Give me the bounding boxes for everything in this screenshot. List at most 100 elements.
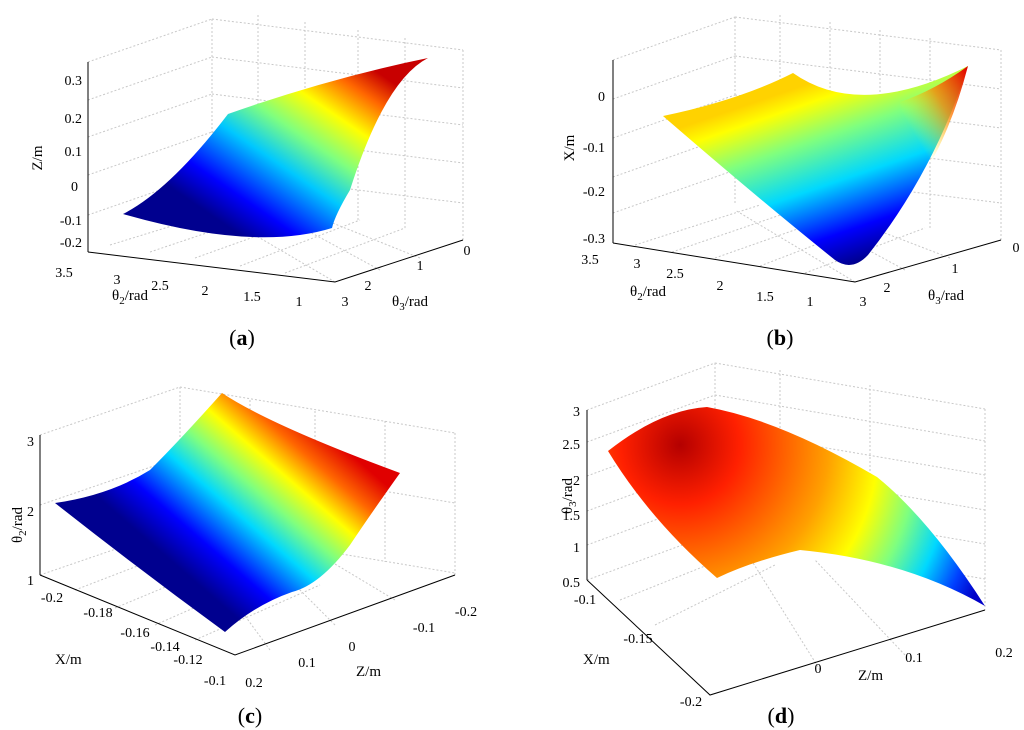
caption-paren: ( — [229, 325, 236, 350]
axis-label-subscript: 3 — [399, 301, 405, 313]
axis-label-symbol: θ — [630, 284, 637, 300]
axis-label-unit: /rad — [643, 284, 667, 300]
caption-letter: c — [245, 703, 255, 728]
panel-c-z-label: θ2/rad — [10, 507, 29, 544]
tick-label: 3 — [27, 435, 34, 450]
panel-b-y-ticks: 3 2 1 0 — [860, 241, 1020, 310]
axis-label-unit: /rad — [125, 288, 149, 304]
tick-label: 2.5 — [151, 279, 169, 294]
panel-a-z-ticks: 0.3 0.2 0.1 0 -0.1 -0.2 — [60, 74, 82, 251]
panel-c-caption: (c) — [238, 703, 262, 728]
panel-d-z-label: θ3/rad — [560, 478, 579, 515]
panel-a-axes — [87, 62, 464, 283]
tick-label: 0 — [1013, 241, 1020, 256]
tick-label: 0.3 — [65, 74, 83, 89]
axis-label-symbol: θ — [560, 507, 576, 514]
axis-label-unit: /rad — [10, 507, 26, 531]
axis-label-symbol: θ — [10, 536, 26, 543]
panel-b-caption: (b) — [767, 325, 794, 350]
tick-label: -0.2 — [583, 185, 605, 200]
tick-label: 1 — [952, 262, 959, 277]
tick-label: 0.2 — [995, 646, 1013, 661]
axis-label-subscript: 2 — [119, 295, 125, 307]
axis-label-unit: /rad — [941, 288, 965, 304]
tick-label: 3 — [573, 405, 580, 420]
caption-letter: b — [774, 325, 786, 350]
tick-label: 2 — [27, 505, 34, 520]
tick-label: 2 — [365, 279, 372, 294]
tick-label: 0 — [598, 90, 605, 105]
tick-label: -0.3 — [583, 232, 605, 247]
panel-a-y-ticks: 3 2 1 0 — [342, 244, 471, 310]
axis-label-symbol: θ — [112, 288, 119, 304]
panel-a-caption: (a) — [229, 325, 255, 350]
tick-label: -0.2 — [680, 695, 702, 710]
tick-label: 0.2 — [65, 112, 83, 127]
tick-label: 0 — [71, 180, 78, 195]
axis-label-subscript: 3 — [567, 501, 579, 507]
tick-label: 0 — [349, 640, 356, 655]
tick-label: 0.1 — [65, 145, 83, 160]
tick-label: 1 — [296, 295, 303, 310]
caption-letter: a — [237, 325, 248, 350]
panel-d-surface — [608, 407, 985, 606]
tick-label: -0.1 — [583, 141, 605, 156]
caption-paren: ) — [255, 703, 262, 728]
tick-label: 2.5 — [563, 438, 581, 453]
tick-label: -0.1 — [60, 214, 82, 229]
caption-letter: d — [775, 703, 787, 728]
tick-label: 1.5 — [756, 290, 774, 305]
tick-label: 1 — [27, 574, 34, 589]
panel-c: 3 2 1 -0.2 -0.18 -0.16 -0.14 -0.12 -0.1 … — [10, 386, 477, 728]
axis-label-unit: /rad — [405, 294, 429, 310]
panel-b-x-label: θ2/rad — [630, 284, 667, 303]
axis-label-subscript: 2 — [17, 530, 29, 536]
axis-label-symbol: θ — [928, 288, 935, 304]
panel-c-x-label: X/m — [55, 652, 82, 668]
tick-label: 1.5 — [563, 509, 581, 524]
panel-b-x-ticks: 3.5 3 2.5 2 1.5 1 — [581, 253, 813, 310]
tick-label: -0.15 — [623, 632, 652, 647]
axis-label-unit: /rad — [560, 478, 576, 502]
tick-label: 3 — [860, 295, 867, 310]
tick-label: 1.5 — [243, 290, 261, 305]
caption-paren: ( — [768, 703, 775, 728]
panel-a-y-label: θ3/rad — [392, 294, 429, 313]
tick-label: 2 — [717, 279, 724, 294]
tick-label: -0.18 — [83, 606, 112, 621]
tick-label: 1 — [807, 295, 814, 310]
tick-label: -0.1 — [204, 674, 226, 689]
axis-label-symbol: θ — [392, 294, 399, 310]
tick-label: -0.2 — [455, 605, 477, 620]
panel-b-y-label: θ3/rad — [928, 288, 965, 307]
panel-c-y-ticks: 0.2 0.1 0 -0.1 -0.2 — [245, 605, 477, 691]
panel-a-z-label: Z/m — [30, 145, 46, 170]
caption-paren: ) — [786, 325, 793, 350]
tick-label: 3 — [634, 257, 641, 272]
panel-a-x-ticks: 3.5 3 2.5 2 1.5 1 — [55, 266, 302, 310]
tick-label: 3.5 — [55, 266, 73, 281]
tick-label: -0.16 — [120, 626, 149, 641]
panel-b: 0 -0.1 -0.2 -0.3 3.5 3 2.5 2 1.5 1 3 2 1… — [562, 15, 1020, 350]
panel-c-z-ticks: 3 2 1 — [27, 435, 34, 589]
tick-label: 2 — [884, 281, 891, 296]
panel-b-surface-red — [900, 66, 968, 180]
tick-label: 3.5 — [581, 253, 599, 268]
tick-label: 0.5 — [563, 576, 581, 591]
panel-a-x-label: θ2/rad — [112, 288, 149, 307]
panel-d-y-label: Z/m — [858, 668, 883, 684]
panel-a: 0.3 0.2 0.1 0 -0.1 -0.2 3.5 3 2.5 2 1.5 … — [30, 15, 471, 350]
panel-c-x-ticks: -0.2 -0.18 -0.16 -0.14 -0.12 -0.1 — [41, 591, 226, 689]
tick-label: -0.12 — [173, 653, 202, 668]
panel-c-y-label: Z/m — [356, 664, 381, 680]
tick-label: -0.1 — [574, 593, 596, 608]
tick-label: -0.14 — [150, 640, 179, 655]
tick-label: -0.2 — [60, 236, 82, 251]
tick-label: 0.1 — [905, 651, 923, 666]
panel-d-x-label: X/m — [583, 652, 610, 668]
tick-label: 0 — [464, 244, 471, 259]
axis-label-subscript: 2 — [637, 291, 643, 303]
panel-d-caption: (d) — [768, 703, 795, 728]
tick-label: 2 — [573, 474, 580, 489]
